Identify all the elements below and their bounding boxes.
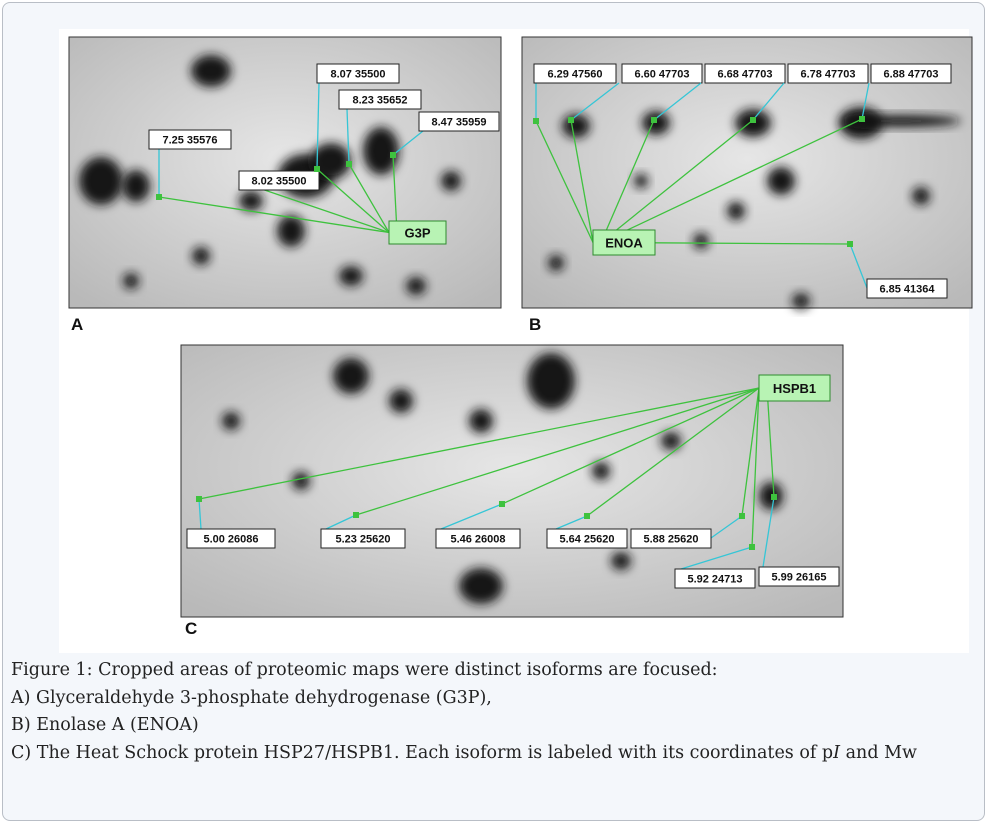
gel-spot <box>389 389 413 413</box>
caption-line: Figure 1: Cropped areas of proteomic map… <box>11 657 973 685</box>
spot-marker <box>346 161 352 167</box>
gel-spot <box>634 174 648 188</box>
gel-spot <box>548 255 564 271</box>
spot-marker <box>353 512 359 518</box>
gel-spot <box>292 472 310 490</box>
spot-marker <box>651 117 657 123</box>
spot-marker <box>533 118 539 124</box>
gel-spot <box>333 358 369 394</box>
spot-marker <box>584 513 590 519</box>
panel-letter: A <box>71 315 83 334</box>
spot-label: 7.25 35576 <box>162 135 217 147</box>
caption-text: C) The Heat Schock protein HSP27/HSPB1. … <box>11 743 833 763</box>
gel-spot <box>222 412 240 430</box>
caption-line: C) The Heat Schock protein HSP27/HSPB1. … <box>11 740 973 768</box>
gel-spot <box>191 55 231 87</box>
spot-marker <box>859 116 865 122</box>
gel-spot <box>727 202 745 220</box>
spot-marker <box>771 494 777 500</box>
gel-spot <box>459 568 503 604</box>
spot-label: 8.07 35500 <box>330 69 385 81</box>
gel-spot <box>339 266 363 286</box>
gel-spot <box>469 409 493 433</box>
gel-spot <box>441 171 461 191</box>
gel-spot <box>123 273 139 289</box>
gel-spot <box>562 114 590 138</box>
protein-tag: G3P <box>404 226 430 241</box>
caption-text: I <box>833 743 840 763</box>
spot-label: 5.00 26086 <box>203 534 258 546</box>
spot-marker <box>749 544 755 550</box>
gel-spot <box>912 187 930 205</box>
spot-label: 5.23 25620 <box>335 534 390 546</box>
spot-label: 5.92 24713 <box>687 574 742 586</box>
page: A 7.25 35576 8.02 35500 8.07 35500 8.23 3565… <box>0 0 987 823</box>
gel-spot <box>693 233 709 249</box>
gel-spot <box>527 353 575 409</box>
spot-label: 6.60 47703 <box>634 69 689 81</box>
gel-spot <box>767 167 795 195</box>
gel-spot <box>277 215 305 247</box>
spot-marker <box>156 194 162 200</box>
panel-letter: B <box>529 315 541 334</box>
gel-spot <box>406 277 426 295</box>
gel-spot <box>792 293 810 309</box>
gel-spot <box>79 157 123 205</box>
gel-spot <box>592 462 610 480</box>
spot-marker <box>499 501 505 507</box>
panel-letter: C <box>185 619 197 638</box>
spot-label: 5.46 26008 <box>450 534 505 546</box>
spot-marker <box>739 513 745 519</box>
protein-tag: HSPB1 <box>773 381 816 396</box>
figure-box: A 7.25 35576 8.02 35500 8.07 35500 8.23 3565… <box>2 2 985 821</box>
gel-spot <box>239 191 263 211</box>
spot-label: 6.78 47703 <box>800 69 855 81</box>
gel-spot <box>661 432 681 450</box>
spot-marker <box>847 241 853 247</box>
spot-label: 6.88 47703 <box>883 69 938 81</box>
caption-line: B) Enolase A (ENOA) <box>11 712 973 740</box>
caption-text: and Mw <box>840 743 917 763</box>
spot-label: 8.23 35652 <box>352 95 407 107</box>
spot-label: 8.02 35500 <box>251 176 306 188</box>
gel-spot <box>122 170 150 202</box>
spot-label: 5.64 25620 <box>559 534 614 546</box>
spot-label: 8.47 35959 <box>431 117 486 129</box>
spot-label: 5.88 25620 <box>643 534 698 546</box>
spot-marker <box>196 496 202 502</box>
spot-marker <box>568 117 574 123</box>
spot-label: 6.85 41364 <box>879 284 935 296</box>
gel-spot <box>192 247 210 265</box>
protein-tag: ENOA <box>605 236 643 251</box>
spot-marker <box>750 117 756 123</box>
caption: Figure 1: Cropped areas of proteomic map… <box>11 657 973 767</box>
gel-spot <box>611 552 631 570</box>
spot-label: 5.99 26165 <box>771 572 826 584</box>
spot-label: 6.29 47560 <box>547 69 602 81</box>
figure: A 7.25 35576 8.02 35500 8.07 35500 8.23 3565… <box>3 3 984 653</box>
spot-marker <box>314 166 320 172</box>
spot-marker <box>390 152 396 158</box>
caption-line: A) Glyceraldehyde 3-phosphate dehydrogen… <box>11 685 973 713</box>
spot-label: 6.68 47703 <box>717 69 772 81</box>
